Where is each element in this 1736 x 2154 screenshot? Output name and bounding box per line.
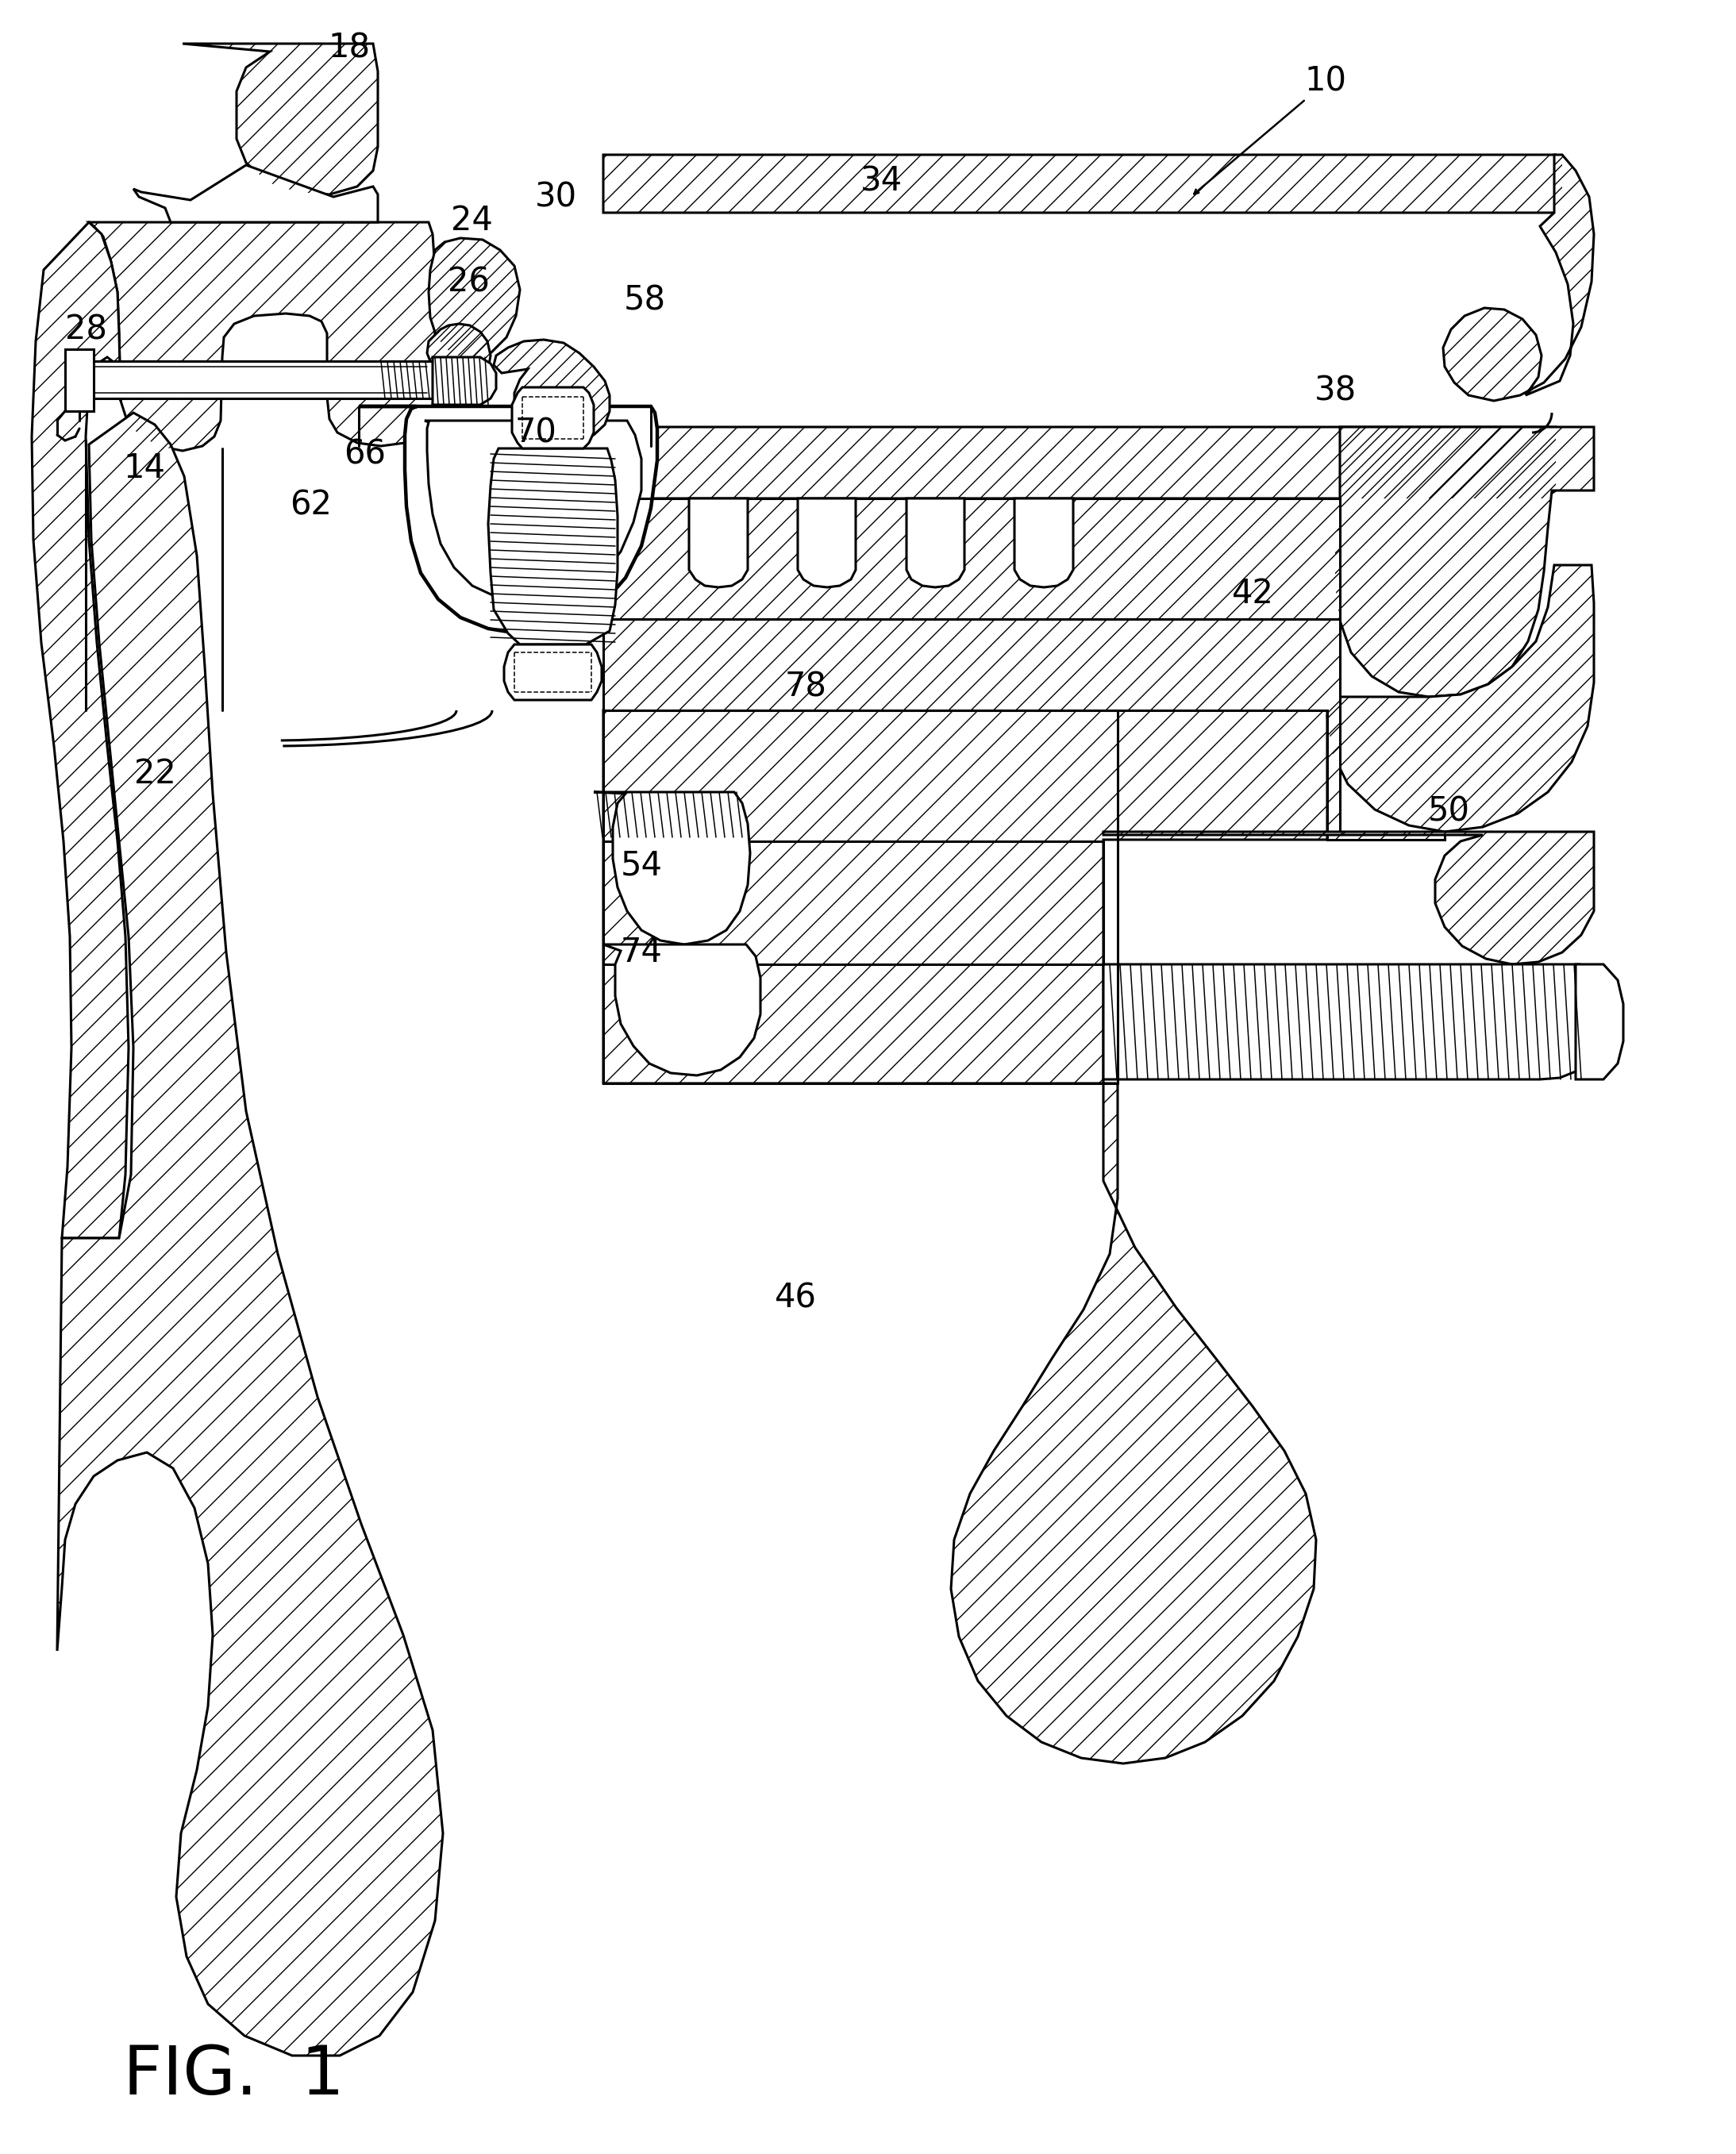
Text: 70: 70 [516,416,557,450]
Text: 10: 10 [1304,65,1347,97]
Text: 74: 74 [620,935,663,969]
Polygon shape [425,420,641,601]
Text: 78: 78 [785,670,826,702]
Polygon shape [31,222,128,1239]
Polygon shape [594,793,750,943]
Text: 28: 28 [64,312,106,347]
Text: 42: 42 [1231,577,1274,610]
Polygon shape [493,340,609,444]
Polygon shape [57,414,443,2055]
Text: FIG.  1: FIG. 1 [123,2042,344,2109]
Polygon shape [1335,426,1594,698]
Polygon shape [604,155,1562,213]
Polygon shape [1014,498,1073,588]
Polygon shape [1104,965,1594,1079]
Polygon shape [1443,155,1594,401]
Polygon shape [427,323,491,386]
Polygon shape [1328,564,1594,831]
Polygon shape [488,448,618,644]
Polygon shape [182,43,378,194]
Polygon shape [1576,965,1623,1079]
Text: 34: 34 [859,164,903,198]
Polygon shape [604,943,760,1075]
Polygon shape [604,711,1328,1764]
Polygon shape [604,618,1444,840]
Text: 22: 22 [134,758,175,791]
Polygon shape [604,498,1340,618]
Text: 66: 66 [344,437,385,470]
Text: 58: 58 [623,284,665,317]
Text: 50: 50 [1427,795,1470,827]
Polygon shape [604,426,1555,498]
Text: 46: 46 [774,1282,816,1314]
Polygon shape [76,362,432,398]
Polygon shape [64,349,94,411]
Polygon shape [429,239,519,360]
Text: 38: 38 [1314,375,1356,407]
Polygon shape [1104,831,1594,965]
Polygon shape [689,498,748,588]
Polygon shape [799,498,856,588]
Text: 54: 54 [620,849,663,881]
Text: 26: 26 [448,265,490,299]
Text: 30: 30 [535,181,576,213]
Text: 14: 14 [123,452,165,485]
Polygon shape [89,222,436,450]
Text: 24: 24 [451,205,493,237]
Text: 18: 18 [328,30,370,65]
Polygon shape [512,388,594,448]
Polygon shape [359,407,658,633]
Text: 62: 62 [290,489,332,521]
Polygon shape [134,166,378,222]
Polygon shape [503,644,602,700]
Polygon shape [906,498,965,588]
Polygon shape [432,358,496,405]
